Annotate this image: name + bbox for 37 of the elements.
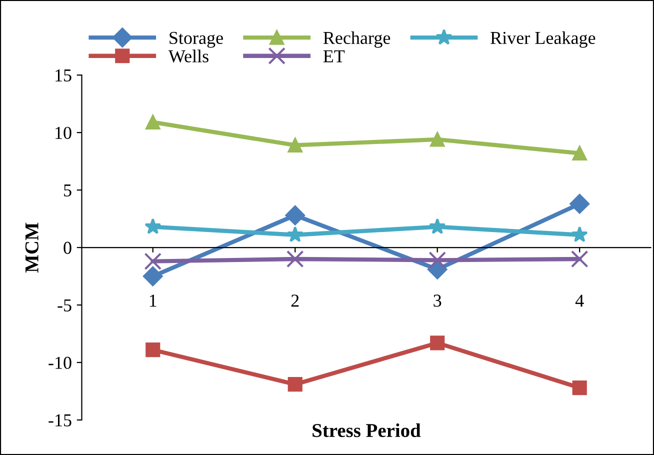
point	[572, 380, 587, 396]
point	[144, 218, 162, 234]
y-tick-label: 15	[56, 69, 72, 82]
point	[572, 146, 587, 161]
point	[430, 336, 445, 350]
point	[570, 250, 588, 268]
point	[288, 138, 302, 152]
legend-label: Recharge	[323, 31, 390, 48]
legend-label: Wells	[168, 50, 208, 62]
point	[430, 132, 445, 147]
y-tick-label: 5	[64, 184, 72, 196]
y-tick-label: -10	[48, 356, 72, 369]
point	[429, 218, 446, 234]
y-tick-label: -5	[58, 299, 72, 312]
x-tick-label: 4	[575, 294, 584, 307]
legend-label: ET	[323, 50, 345, 62]
point	[286, 226, 304, 242]
y-tick-label: 0	[64, 242, 72, 254]
point	[571, 226, 588, 242]
y-tick-label: 10	[56, 126, 72, 139]
y-axis-title: MCM	[25, 222, 38, 273]
point	[146, 114, 160, 130]
point	[288, 377, 302, 392]
x-axis-title: Stress Period	[312, 423, 421, 438]
x-tick-label: 2	[291, 294, 299, 307]
point	[146, 342, 160, 358]
point	[142, 266, 163, 286]
legend-label: River Leakage	[490, 31, 596, 48]
point	[428, 251, 446, 269]
legend-label: Storage	[170, 32, 223, 48]
x-tick-label: 1	[150, 294, 156, 307]
y-tick-label: -15	[48, 414, 72, 426]
point	[286, 250, 304, 268]
point	[144, 252, 162, 270]
x-tick-label: 3	[434, 294, 442, 307]
point	[570, 194, 590, 214]
point	[285, 205, 305, 226]
